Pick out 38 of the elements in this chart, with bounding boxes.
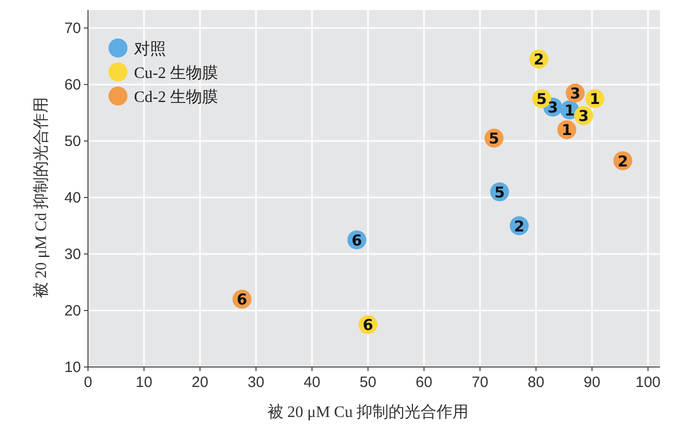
y-tick-label: 50: [64, 133, 81, 150]
x-tick-label: 20: [192, 374, 208, 391]
y-tick-label: 10: [64, 359, 81, 376]
x-tick-label: 60: [416, 374, 432, 391]
annotation: 2: [514, 217, 524, 236]
annotation: 3: [570, 84, 580, 102]
legend-label: 对照: [134, 40, 166, 58]
y-tick-label: 30: [64, 246, 81, 263]
annotation: 1: [562, 121, 572, 140]
annotation: 1: [564, 101, 575, 120]
y-axis-title: 被 20 μM Cd 抑制的光合作用: [32, 96, 50, 298]
annotation: 6: [236, 290, 248, 309]
x-tick-label: 80: [528, 374, 544, 391]
legend-label: Cu-2 生物膜: [134, 64, 218, 82]
annotation: 1: [590, 90, 600, 108]
x-tick-label: 90: [584, 374, 600, 391]
y-tick-label: 60: [64, 76, 81, 94]
y-tick-label: 40: [64, 190, 81, 206]
x-tick-label: 100: [635, 374, 661, 391]
x-tick-label: 40: [304, 374, 320, 391]
annotation: 6: [362, 316, 374, 334]
annotation: 2: [618, 152, 628, 170]
annotation: 5: [488, 130, 500, 148]
x-tick-label: 30: [248, 374, 264, 391]
x-axis-title: 被 20 μM Cu 抑制的光合作用: [267, 403, 469, 421]
x-tick-label: 50: [360, 374, 376, 391]
x-tick-label: 70: [472, 374, 488, 391]
annotation: 3: [578, 107, 589, 126]
annotation: 3: [548, 98, 558, 117]
y-tick-label: 20: [64, 302, 81, 320]
y-tick-label: 70: [64, 20, 81, 37]
annotation: 5: [494, 183, 505, 202]
x-tick-label: 0: [84, 374, 92, 391]
legend-label: Cd-2 生物膜: [134, 88, 218, 106]
annotation: 6: [352, 231, 362, 250]
annotation: 5: [536, 90, 547, 108]
annotation: 2: [534, 50, 544, 69]
x-tick-label: 10: [136, 374, 152, 391]
